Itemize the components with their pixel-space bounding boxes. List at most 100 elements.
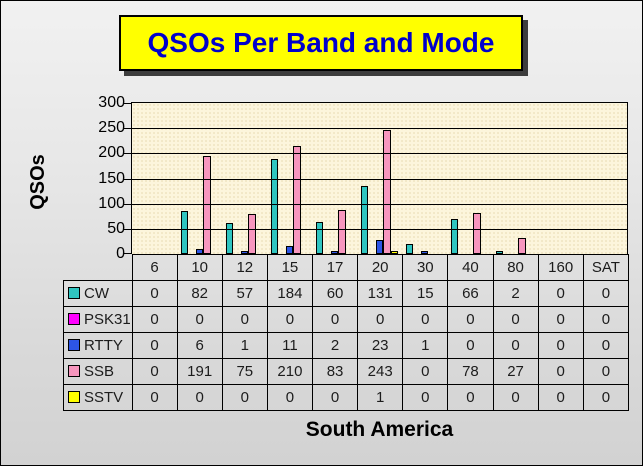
y-tick-label-150: 150 bbox=[98, 170, 125, 187]
value-cell-SSTV-20: 1 bbox=[357, 384, 404, 411]
value-cell-SSTV-160: 0 bbox=[537, 384, 584, 411]
band-header-40: 40 bbox=[447, 254, 494, 281]
bar-RTTY-10 bbox=[195, 249, 204, 254]
band-column-15 bbox=[267, 103, 312, 254]
value-cell-SSTV-17: 0 bbox=[311, 384, 359, 411]
legend-swatch-SSB bbox=[68, 365, 80, 377]
value-cell-CW-6: 0 bbox=[131, 280, 178, 307]
bar-SSB-80 bbox=[518, 238, 526, 254]
bar-slot-SSB-20 bbox=[383, 130, 391, 254]
band-column-20 bbox=[357, 103, 402, 254]
chart-title: QSOs Per Band and Mode bbox=[147, 27, 495, 58]
value-cell-SSB-160: 0 bbox=[537, 358, 584, 385]
value-cell-PSK31-40: 0 bbox=[447, 306, 494, 333]
value-cell-RTTY-10: 6 bbox=[176, 332, 223, 359]
bar-RTTY-12 bbox=[240, 251, 249, 254]
table-row-CW: CW 0 82 57 184 60 131 15 66 2 0 0 bbox=[63, 280, 630, 307]
value-cell-RTTY-12: 1 bbox=[221, 332, 268, 359]
value-cell-PSK31-30: 0 bbox=[402, 306, 449, 333]
band-header-17: 17 bbox=[311, 254, 359, 281]
bar-slot-RTTY-17 bbox=[330, 251, 339, 254]
bar-slot-SSB-40 bbox=[473, 213, 481, 254]
bar-SSB-20 bbox=[383, 130, 391, 254]
bar-slot-RTTY-12 bbox=[240, 251, 249, 254]
data-table: 6 10 12 15 17 20 30 40 80 160 SAT CW 0 82 57 184 60 131 15… bbox=[63, 254, 630, 411]
bar-SSB-15 bbox=[293, 146, 301, 254]
value-cell-RTTY-160: 0 bbox=[537, 332, 584, 359]
value-cell-PSK31-10: 0 bbox=[176, 306, 223, 333]
bar-slot-SSB-80 bbox=[518, 238, 526, 254]
value-cell-SSTV-80: 0 bbox=[492, 384, 539, 411]
bar-SSTV-20 bbox=[390, 251, 398, 254]
y-tick-50 bbox=[124, 229, 132, 230]
bar-SSB-10 bbox=[203, 156, 211, 254]
bar-CW-12 bbox=[226, 223, 234, 254]
y-tick-100 bbox=[124, 204, 132, 205]
value-cell-PSK31-17: 0 bbox=[311, 306, 359, 333]
mode-label-RTTY: RTTY bbox=[84, 337, 123, 354]
legend-swatch-SSTV bbox=[68, 391, 80, 403]
bar-SSB-17 bbox=[338, 210, 346, 254]
bar-CW-10 bbox=[181, 211, 189, 254]
legend-swatch-RTTY bbox=[68, 339, 80, 351]
mode-label-cell-RTTY: RTTY bbox=[63, 332, 133, 359]
gridline-250 bbox=[132, 128, 627, 129]
band-column-10 bbox=[177, 103, 222, 254]
bar-slot-CW-80 bbox=[496, 251, 504, 254]
band-header-160: 160 bbox=[537, 254, 584, 281]
y-axis-tick-labels: 300 250 200 150 100 50 0 bbox=[69, 95, 125, 262]
value-cell-SSB-10: 191 bbox=[176, 358, 223, 385]
band-header-20: 20 bbox=[357, 254, 404, 281]
value-cell-SSTV-30: 0 bbox=[402, 384, 449, 411]
y-tick-label-250: 250 bbox=[98, 119, 125, 136]
bar-RTTY-15 bbox=[285, 246, 294, 254]
y-tick-250 bbox=[124, 128, 132, 129]
plot-area bbox=[124, 102, 628, 254]
value-cell-PSK31-80: 0 bbox=[492, 306, 539, 333]
value-cell-SSB-20: 243 bbox=[357, 358, 404, 385]
value-cell-RTTY-SAT: 0 bbox=[582, 332, 630, 359]
band-column-17 bbox=[312, 103, 357, 254]
value-cell-SSTV-15: 0 bbox=[266, 384, 314, 411]
bar-slot-SSB-17 bbox=[338, 210, 346, 254]
mode-label-SSB: SSB bbox=[84, 363, 115, 380]
bar-slot-CW-10 bbox=[181, 211, 189, 254]
gridline-100 bbox=[132, 204, 627, 205]
table-row-RTTY: RTTY 0 6 1 11 2 23 1 0 0 0 0 bbox=[63, 332, 630, 359]
chart-title-box: QSOs Per Band and Mode bbox=[119, 15, 523, 71]
y-axis-title: QSOs bbox=[26, 154, 49, 210]
value-cell-RTTY-6: 0 bbox=[131, 332, 178, 359]
mode-label-cell-PSK31: PSK31 bbox=[63, 306, 133, 333]
value-cell-PSK31-160: 0 bbox=[537, 306, 584, 333]
value-cell-CW-80: 2 bbox=[492, 280, 539, 307]
value-cell-SSTV-6: 0 bbox=[131, 384, 178, 411]
value-cell-SSTV-40: 0 bbox=[447, 384, 494, 411]
value-cell-SSB-30: 0 bbox=[402, 358, 449, 385]
band-header-15: 15 bbox=[266, 254, 314, 281]
bar-slot-RTTY-10 bbox=[195, 249, 204, 254]
bar-slot-RTTY-20 bbox=[375, 240, 384, 254]
value-cell-SSTV-SAT: 0 bbox=[582, 384, 630, 411]
bar-slot-SSTV-20 bbox=[390, 251, 398, 254]
bar-CW-17 bbox=[316, 222, 324, 254]
value-cell-CW-15: 184 bbox=[266, 280, 314, 307]
value-cell-SSB-12: 75 bbox=[221, 358, 268, 385]
band-column-30 bbox=[402, 103, 447, 254]
y-tick-200 bbox=[124, 153, 132, 154]
bar-RTTY-30 bbox=[420, 251, 429, 254]
bar-RTTY-20 bbox=[375, 240, 384, 254]
value-cell-RTTY-20: 23 bbox=[357, 332, 404, 359]
bar-CW-40 bbox=[451, 219, 459, 254]
band-header-row: 6 10 12 15 17 20 30 40 80 160 SAT bbox=[64, 254, 630, 281]
value-cell-CW-20: 131 bbox=[357, 280, 404, 307]
value-cell-CW-SAT: 0 bbox=[582, 280, 630, 307]
bar-CW-80 bbox=[496, 251, 504, 254]
value-cell-PSK31-SAT: 0 bbox=[582, 306, 630, 333]
bar-slot-RTTY-15 bbox=[285, 246, 294, 254]
value-cell-PSK31-20: 0 bbox=[357, 306, 404, 333]
value-cell-RTTY-17: 2 bbox=[311, 332, 359, 359]
y-tick-label-100: 100 bbox=[98, 195, 125, 212]
bar-RTTY-17 bbox=[330, 251, 339, 254]
y-tick-label-0: 0 bbox=[116, 245, 125, 262]
